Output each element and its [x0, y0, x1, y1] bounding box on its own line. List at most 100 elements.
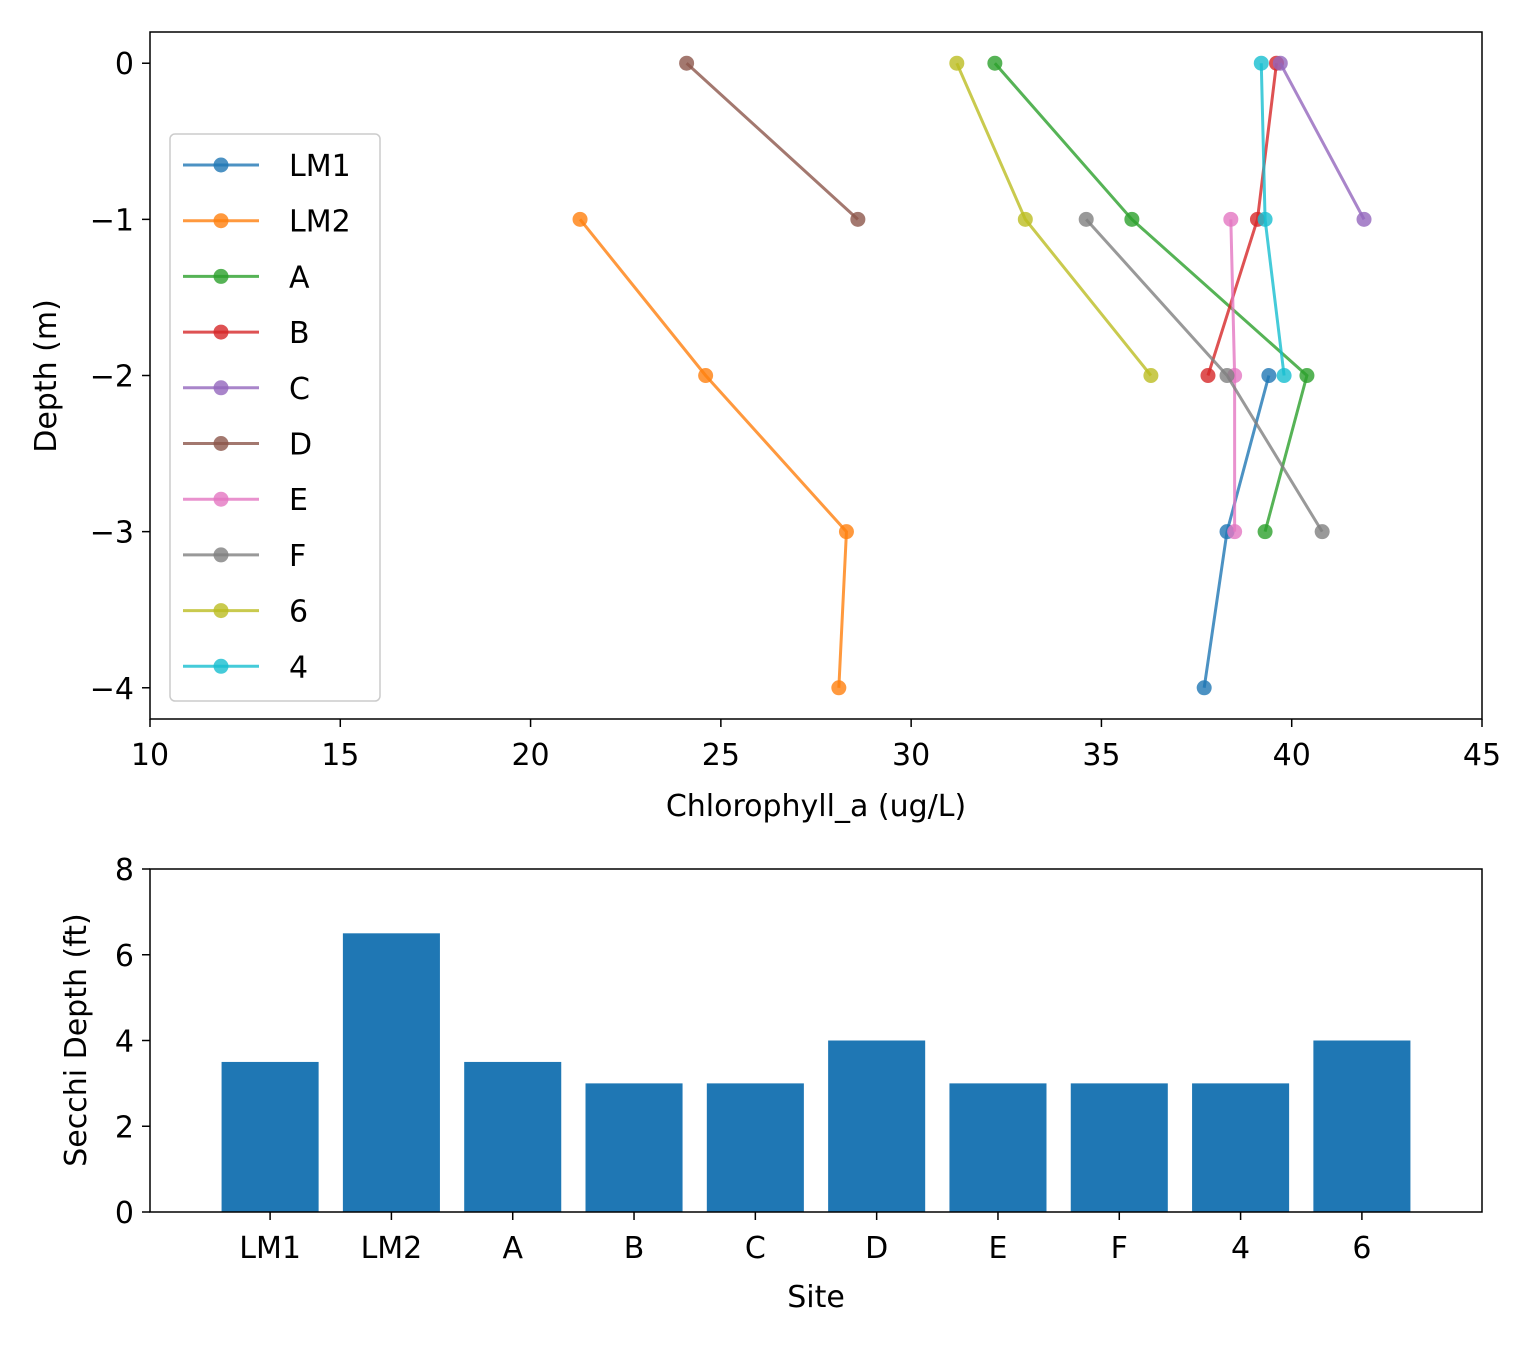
series-a: [987, 55, 1315, 540]
legend-label: A: [289, 260, 310, 295]
chlorophyll-y-axis-label: Depth (m): [29, 299, 64, 453]
data-point-lm2: [831, 680, 847, 696]
series-6: [949, 55, 1159, 383]
series-line-d: [685, 62, 859, 221]
x-tick-label: 4: [1231, 1231, 1250, 1266]
y-tick-label: −2: [90, 360, 134, 395]
legend-entry-lm1: LM1: [183, 149, 351, 184]
secchi-x-axis: LM1 LM2 A B C D E F 4 6: [239, 1212, 1371, 1266]
legend-marker: [213, 380, 229, 396]
legend-label: 4: [289, 650, 308, 685]
legend-entry-f: F: [183, 539, 306, 574]
x-tick-label: E: [988, 1231, 1007, 1266]
x-tick-label: 6: [1352, 1231, 1371, 1266]
data-point-a: [1124, 211, 1140, 227]
secchi-bars-group: [221, 933, 1411, 1212]
data-point-6: [949, 55, 965, 71]
x-tick-label: B: [624, 1231, 645, 1266]
legend-entry-c: C: [183, 372, 310, 407]
bar-e: [949, 1083, 1047, 1212]
data-point-d: [679, 55, 695, 71]
x-tick-label: 30: [892, 738, 930, 773]
data-point-f: [1078, 211, 1094, 227]
data-point-c: [1356, 211, 1372, 227]
legend-entry-b: B: [183, 316, 310, 351]
legend-label: D: [289, 428, 312, 463]
data-point-d: [850, 211, 866, 227]
data-point-6: [1017, 211, 1033, 227]
y-tick-label: 2: [115, 1110, 134, 1145]
data-point-lm2: [572, 211, 588, 227]
data-point-f: [1219, 368, 1235, 383]
bar-c: [706, 1083, 804, 1212]
x-tick-label: F: [1111, 1231, 1128, 1266]
y-tick-label: −4: [90, 672, 134, 707]
data-point-a: [987, 55, 1003, 71]
chlorophyll-x-axis-label: Chlorophyll_a (ug/L): [666, 789, 966, 824]
series-d: [679, 55, 866, 227]
data-point-a: [1299, 368, 1315, 383]
legend-entry-d: D: [183, 428, 312, 463]
legend-entry-6: 6: [183, 595, 308, 630]
chlorophyll-x-axis: 10 15 20 25 30 35 40 45: [131, 719, 1501, 773]
chlorophyll-chart: 10 15 20 25 30 35 40 45 0 −1 −2 −3 −4 Chlorophyll_a…: [29, 31, 1501, 824]
series-f: [1078, 211, 1330, 540]
x-tick-label: LM1: [239, 1231, 301, 1266]
x-tick-label: 45: [1463, 738, 1501, 773]
x-tick-label: 15: [321, 738, 359, 773]
data-point-lm1: [1261, 368, 1277, 383]
x-tick-label: 10: [131, 738, 169, 773]
y-tick-label: 4: [115, 1025, 134, 1060]
x-tick-label: D: [865, 1231, 888, 1266]
data-point-lm2: [698, 368, 714, 383]
legend-marker: [213, 157, 229, 173]
legend-label: B: [289, 316, 310, 351]
y-tick-label: 6: [115, 939, 134, 974]
legend-marker: [213, 213, 229, 229]
legend-entry-e: E: [183, 483, 308, 518]
secchi-y-axis-label: Secchi Depth (ft): [59, 913, 94, 1167]
series-c: [1272, 55, 1372, 227]
series-line-a: [993, 62, 1309, 533]
data-point-4: [1257, 211, 1273, 227]
legend-entry-4: 4: [183, 650, 308, 685]
y-tick-label: −3: [90, 516, 134, 551]
secchi-chart: LM1 LM2 A B C D E F 4 6 0 2 4 6 8 Site Secchi Depth (…: [59, 853, 1483, 1315]
x-tick-label: A: [502, 1231, 523, 1266]
y-tick-label: 0: [115, 47, 134, 82]
legend-label: E: [289, 483, 308, 518]
secchi-y-axis: 0 2 4 6 8: [115, 853, 150, 1231]
data-point-4: [1253, 55, 1269, 71]
legend-marker: [213, 324, 229, 340]
bar-b: [585, 1083, 683, 1212]
x-tick-label: 40: [1273, 738, 1311, 773]
data-point-b: [1200, 368, 1216, 383]
bar-lm2: [342, 933, 440, 1212]
legend-entry-a: A: [183, 260, 310, 295]
x-tick-label: 20: [511, 738, 549, 773]
legend-marker: [213, 268, 229, 284]
legend-label: LM2: [289, 205, 351, 240]
bar-a: [464, 1061, 562, 1212]
series-line-c: [1278, 62, 1366, 221]
legend-marker: [213, 491, 229, 507]
series-lm2: [572, 211, 854, 696]
legend-label: 6: [289, 595, 308, 630]
bar-f: [1070, 1083, 1168, 1212]
x-tick-label: C: [745, 1231, 766, 1266]
data-point-e: [1223, 211, 1239, 227]
bar-4: [1192, 1083, 1290, 1212]
legend-marker: [213, 603, 229, 619]
data-point-a: [1257, 524, 1273, 540]
y-tick-label: 8: [115, 853, 134, 888]
x-tick-label: 35: [1082, 738, 1120, 773]
legend-marker: [213, 658, 229, 674]
legend-label: F: [289, 539, 306, 574]
chlorophyll-series-group: [572, 55, 1372, 696]
data-point-6: [1143, 368, 1159, 383]
series-lm1: [1196, 368, 1277, 696]
legend-entry-lm2: LM2: [183, 205, 351, 240]
data-point-4: [1276, 368, 1292, 383]
